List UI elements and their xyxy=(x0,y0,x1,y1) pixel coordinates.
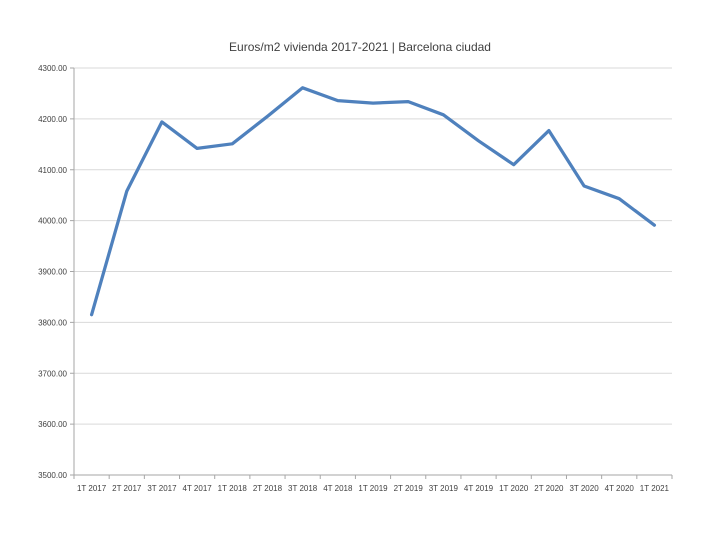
x-tick-label: 3T 2019 xyxy=(429,484,459,493)
y-tick-label: 3600.00 xyxy=(38,420,67,429)
gridlines xyxy=(74,67,672,425)
x-axis-labels: 1T 2017 2T 2017 3T 2017 4T 2017 1T 2018 2T 20… xyxy=(77,484,670,493)
chart-title: Euros/m2 vivienda 2017-2021 | Barcelona … xyxy=(229,40,491,54)
y-tick-label: 4000.00 xyxy=(38,217,67,226)
y-tick-label: 4100.00 xyxy=(38,166,67,175)
y-axis-tick-marks xyxy=(70,67,74,476)
x-tick-label: 1T 2018 xyxy=(218,484,248,493)
y-tick-label: 3900.00 xyxy=(38,268,67,277)
x-tick-label: 3T 2020 xyxy=(569,484,599,493)
x-tick-label: 2T 2017 xyxy=(112,484,142,493)
x-tick-label: 3T 2018 xyxy=(288,484,318,493)
y-tick-label: 4200.00 xyxy=(38,115,67,124)
x-tick-label: 4T 2017 xyxy=(183,484,213,493)
x-axis-tick-marks xyxy=(73,475,673,479)
x-tick-label: 1T 2020 xyxy=(499,484,529,493)
x-tick-label: 1T 2019 xyxy=(358,484,388,493)
x-tick-label: 2T 2019 xyxy=(394,484,424,493)
price-series-line xyxy=(89,86,657,317)
x-tick-label: 1T 2017 xyxy=(77,484,107,493)
y-tick-label: 3800.00 xyxy=(38,318,67,327)
x-tick-label: 4T 2020 xyxy=(605,484,635,493)
x-tick-label: 4T 2018 xyxy=(323,484,353,493)
y-tick-label: 4300.00 xyxy=(38,64,67,73)
x-tick-label: 2T 2020 xyxy=(534,484,564,493)
x-tick-label: 4T 2019 xyxy=(464,484,494,493)
x-tick-label: 3T 2017 xyxy=(147,484,177,493)
y-tick-label: 3700.00 xyxy=(38,369,67,378)
y-axis-labels: 3500.00 3600.00 3700.00 3800.00 3900.00 4000.… xyxy=(38,64,67,480)
x-tick-label: 2T 2018 xyxy=(253,484,283,493)
x-tick-label: 1T 2021 xyxy=(640,484,670,493)
y-tick-label: 3500.00 xyxy=(38,471,67,480)
